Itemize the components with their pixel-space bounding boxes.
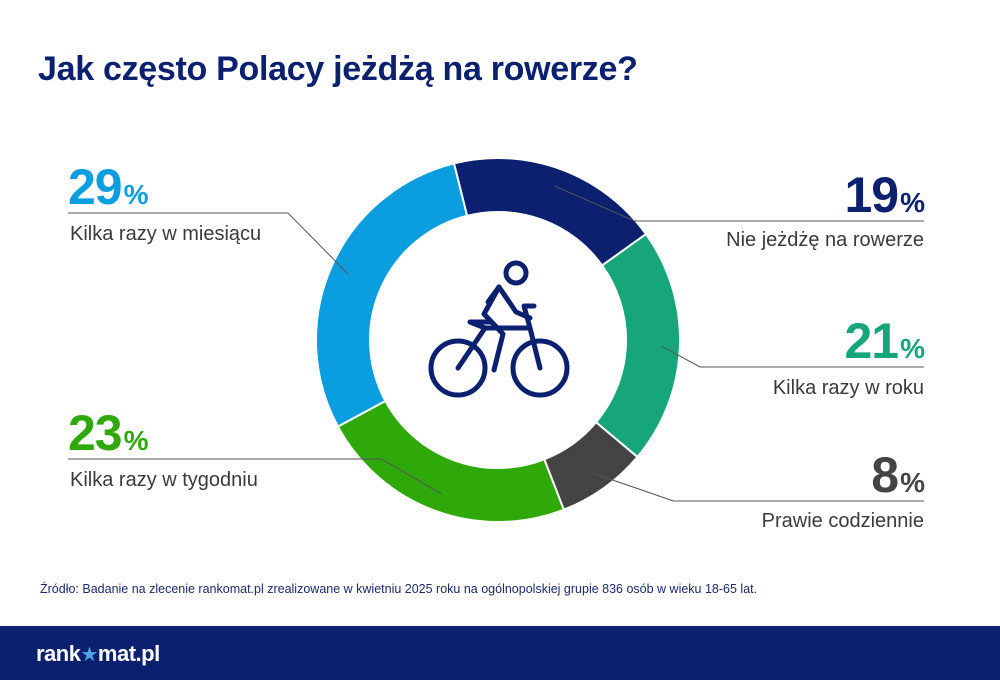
star-icon: ★	[80, 644, 98, 666]
leader-line	[68, 212, 349, 275]
leader-line	[68, 458, 442, 495]
slice-percentage: 8%	[871, 447, 925, 503]
slice-label: Kilka razy w roku	[773, 377, 924, 399]
slice-percentage: 19%	[844, 167, 925, 223]
leader-line	[661, 345, 924, 368]
slice-label: Nie jeżdżę na rowerze	[726, 229, 924, 251]
source-note: Źródło: Badanie na zlecenie rankomat.pl …	[40, 582, 758, 596]
chart-title: Jak często Polacy jeżdżą na rowerze?	[38, 50, 638, 88]
donut-chart: 19% Nie jeżdżę na rowerze 21% Kilka razy w …	[68, 157, 926, 532]
slice-label: Kilka razy w miesiącu	[70, 223, 261, 245]
leader-line	[593, 472, 924, 502]
rankomat-logo: rank★mat.pl	[36, 641, 160, 666]
footer-bar: rank★mat.pl	[0, 626, 1000, 680]
slice-label: Prawie codziennie	[762, 510, 924, 532]
leader-lines	[68, 185, 924, 502]
slice-percentage: 29%	[68, 159, 149, 215]
slice-percentage: 21%	[844, 313, 925, 369]
bicycle-rider-icon	[428, 260, 570, 398]
slice-labels: 19% Nie jeżdżę na rowerze 21% Kilka razy w …	[68, 159, 926, 532]
donut-slice	[315, 162, 469, 428]
donut-slices	[315, 157, 681, 523]
donut-slice	[594, 232, 681, 459]
donut-slice	[452, 157, 648, 267]
donut-slice	[336, 399, 566, 523]
slice-percentage: 23%	[68, 405, 149, 461]
slice-label: Kilka razy w tygodniu	[70, 469, 258, 491]
leader-line	[554, 185, 924, 222]
